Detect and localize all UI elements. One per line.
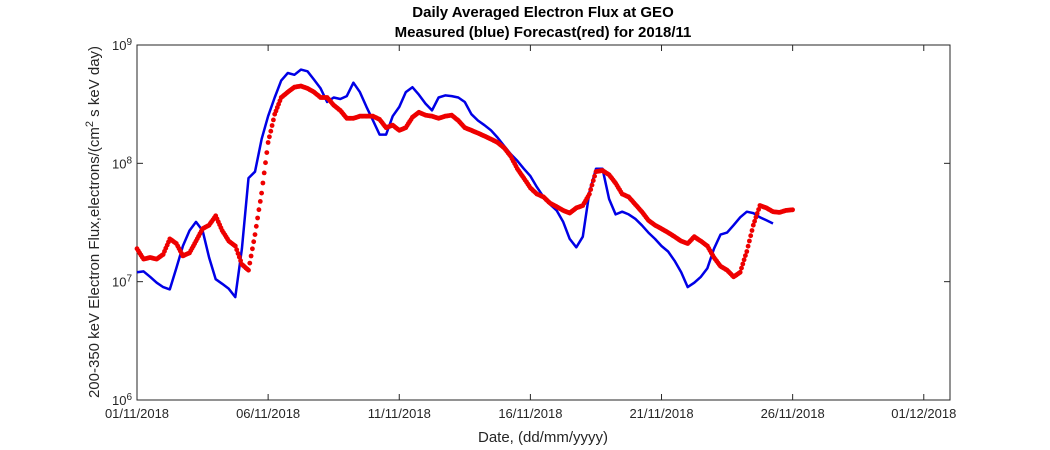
forecast-flux-point — [251, 239, 257, 245]
forecast-flux-point — [744, 249, 750, 254]
forecast-flux-point — [739, 265, 744, 271]
chart-title-line-1: Daily Averaged Electron Flux at GEO — [412, 4, 674, 21]
x-tick-label: 06/11/2018 — [236, 406, 300, 421]
y-tick-label: 109 — [112, 37, 132, 54]
forecast-flux-point — [253, 223, 259, 229]
forecast-flux-point — [260, 180, 266, 186]
forecast-flux-point — [271, 117, 276, 123]
x-tick-label: 11/11/2018 — [368, 406, 431, 421]
forecast-flux-point — [588, 187, 594, 193]
forecast-flux-point — [589, 182, 595, 188]
forecast-flux-point — [587, 191, 592, 197]
x-tick-label: 21/11/2018 — [629, 406, 693, 421]
y-axis-label: 200-350 keV Electron Flux,electrons/(cm2… — [84, 46, 103, 398]
x-tick-label: 01/11/2018 — [105, 406, 169, 421]
forecast-flux-point — [269, 123, 275, 128]
forecast-flux-point — [234, 247, 240, 253]
forecast-flux-point — [747, 238, 752, 244]
y-tick-label: 106 — [112, 392, 132, 409]
forecast-flux-point — [590, 178, 596, 184]
forecast-flux-point — [252, 232, 258, 238]
forecast-flux-point — [741, 257, 747, 263]
y-tick-label: 108 — [112, 155, 132, 172]
forecast-flux-point — [257, 199, 263, 204]
forecast-flux-point — [246, 267, 251, 273]
forecast-flux-point — [753, 214, 759, 220]
forecast-flux-point — [748, 233, 754, 239]
forecast-flux-point — [754, 211, 760, 216]
forecast-flux-point — [232, 243, 238, 249]
forecast-flux-point — [248, 253, 254, 259]
x-tick-label: 01/12/2018 — [891, 406, 956, 421]
forecast-flux-point — [752, 218, 757, 224]
y-tick-label: 107 — [112, 273, 132, 290]
forecast-flux-point — [247, 260, 253, 266]
forecast-flux-point — [238, 258, 244, 264]
forecast-flux-point — [264, 150, 270, 156]
forecast-flux-point — [268, 128, 274, 134]
plot-area — [134, 68, 795, 299]
forecast-flux-point — [250, 246, 255, 252]
forecast-flux-point — [749, 228, 755, 233]
forecast-flux-point — [737, 269, 743, 275]
forecast-flux-point — [263, 160, 268, 166]
x-tick-label: 16/11/2018 — [498, 406, 562, 421]
measured-flux-line — [136, 68, 774, 299]
forecast-flux-point — [235, 251, 241, 256]
forecast-flux-point — [750, 222, 756, 228]
forecast-flux-point — [265, 140, 271, 145]
forecast-flux-point — [255, 215, 260, 221]
forecast-flux-point — [259, 190, 264, 196]
plot-frame — [136, 44, 951, 401]
x-axis-ticks: 01/11/2018 06/11/2018 11/11/2018 16/11/2018… — [105, 45, 956, 421]
forecast-flux-point — [740, 261, 746, 267]
forecast-flux-point — [743, 253, 748, 258]
chart-title-line-2: Measured (blue) Forecast(red) for 2018/1… — [395, 24, 692, 41]
x-tick-label: 26/11/2018 — [761, 406, 825, 421]
forecast-flux-point — [790, 207, 795, 213]
forecast-flux-point — [236, 254, 242, 260]
forecast-flux-point — [756, 207, 761, 212]
y-axis-ticks: 106 107 108 109 — [112, 37, 950, 409]
forecast-flux-point — [256, 207, 262, 213]
forecast-flux-point — [267, 134, 272, 140]
x-axis-label: Date, (dd/mm/yyyy) — [478, 429, 608, 446]
forecast-flux-point — [745, 243, 751, 249]
forecast-flux-point — [592, 173, 597, 179]
forecast-flux-point — [261, 170, 267, 176]
